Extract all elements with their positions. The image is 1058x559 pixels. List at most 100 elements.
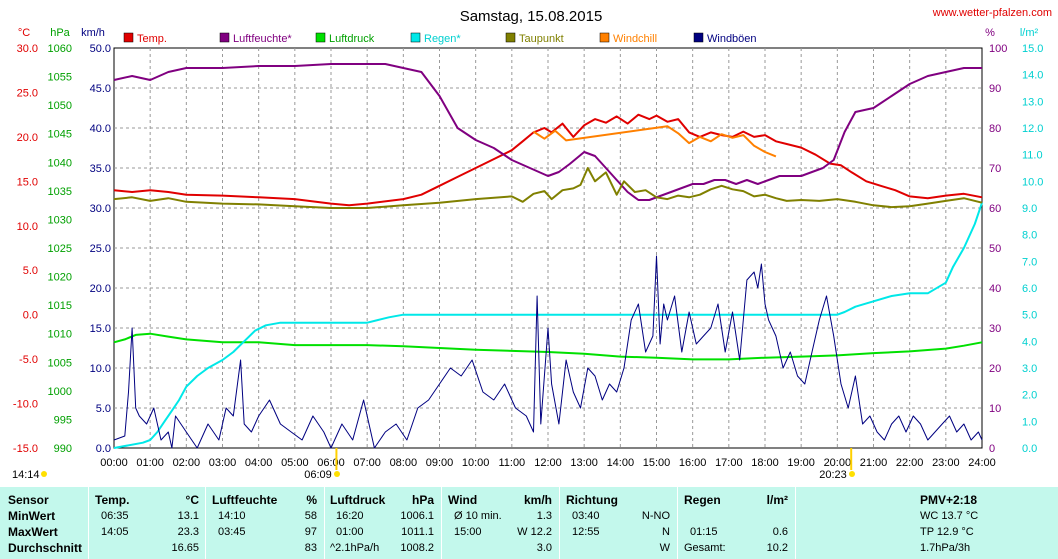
pmv-dewpoint: TP 12.9 °C [920, 526, 974, 538]
sunset-label: 20:23 [819, 469, 847, 481]
grid [113, 47, 983, 449]
temp-tick-label: 10.0 [17, 221, 38, 233]
time-tick-label: 03:00 [209, 457, 237, 469]
series-regen [113, 202, 983, 449]
row-label-avg: Durchschnitt [8, 541, 83, 555]
time-tick-label: 11:00 [498, 457, 525, 469]
rain-tick-label: 4.0 [1022, 336, 1037, 348]
time-tick-label: 02:00 [173, 457, 201, 469]
legend-swatch [123, 32, 134, 43]
time-tick-label: 19:00 [787, 457, 815, 469]
wind-tick-label: 35.0 [90, 163, 111, 175]
legend-swatch [315, 32, 326, 43]
rain-tick-label: 1.0 [1022, 416, 1037, 428]
axis-labels: 30.0 25.0 20.0 15.0 10.0 5.0 0.0 -5.0 -10.0 -15.0… [13, 43, 1043, 470]
legend: Temp. Luftfeuchte* Luftdruck Regen* Taupunkt… [123, 32, 757, 45]
rain-tick-label: 7.0 [1022, 256, 1037, 268]
direction-max-value: N [662, 526, 670, 538]
rain-header: Regen [684, 493, 721, 507]
sunrise-sun-icon [334, 471, 340, 477]
temp-tick-label: 20.0 [17, 132, 38, 144]
direction-header: Richtung [566, 493, 618, 507]
wind-min-value: 1.3 [536, 510, 552, 522]
humidity-max-time: 03:45 [218, 526, 246, 538]
rain-tick-label: 0.0 [1022, 443, 1037, 455]
humidity-tick-label: 40 [989, 283, 1001, 295]
wind-tick-label: 20.0 [90, 283, 111, 295]
pressure-tick-label: 1045 [48, 129, 72, 141]
rain-max-time: 01:15 [690, 526, 718, 538]
temp-tick-label: 15.0 [17, 176, 38, 188]
series-luftfeuchte [113, 63, 982, 201]
sunset-sun-icon [849, 471, 855, 477]
legend-swatch [505, 32, 516, 43]
wind-max-value: W 12.2 [517, 526, 552, 538]
legend-label: Luftdruck [329, 33, 375, 45]
humidity-average: 83 [304, 542, 317, 554]
temp-header: Temp. [95, 493, 130, 507]
pmv-header: PMV+2:18 [920, 493, 978, 507]
time-tick-label: 12:00 [534, 457, 562, 469]
pressure-tick-label: 1005 [48, 357, 72, 369]
rain-max-value: 0.6 [772, 526, 788, 538]
legend-label: Temp. [137, 33, 167, 45]
wind-tick-label: 5.0 [96, 403, 111, 415]
humidity-min-time: 14:10 [218, 510, 246, 522]
pressure-min-time: 16:20 [336, 510, 364, 522]
time-tick-label: 13:00 [570, 457, 598, 469]
pressure-tick-label: 1015 [48, 300, 72, 312]
temp-max-time: 14:05 [101, 526, 129, 538]
time-tick-label: 17:00 [715, 457, 743, 469]
legend-label: Regen* [424, 33, 461, 45]
series-taupunkt [113, 167, 983, 209]
daylength-sun-icon [41, 471, 47, 477]
time-tick-label: 18:00 [751, 457, 779, 469]
pressure-tick-label: 1050 [48, 100, 72, 112]
temp-max-value: 23.3 [177, 526, 199, 538]
humidity-tick-label: 20 [989, 363, 1001, 375]
temp-tick-label: -5.0 [19, 354, 38, 366]
rain-tick-label: 9.0 [1022, 203, 1037, 215]
time-tick-label: 15:00 [643, 457, 671, 469]
time-tick-label: 09:00 [426, 457, 454, 469]
humidity-tick-label: 90 [989, 83, 1001, 95]
pressure-tick-label: 1025 [48, 243, 72, 255]
sensor-header: Sensor [8, 493, 49, 507]
direction-average: W [659, 542, 670, 554]
pressure-tick-label: 1040 [48, 157, 72, 169]
rain-total-value: 10.2 [766, 542, 788, 554]
wind-tick-label: 25.0 [90, 243, 111, 255]
table-separator [677, 487, 678, 559]
rain-tick-label: 10.0 [1022, 176, 1043, 188]
pressure-header: Luftdruck [330, 493, 386, 507]
table-separator [795, 487, 796, 559]
table-separator [88, 487, 89, 559]
temp-tick-label: 30.0 [17, 43, 38, 55]
wind-unit: km/h [523, 493, 552, 507]
legend-label: Windchill [613, 33, 657, 45]
pressure-tick-label: 1020 [48, 272, 72, 284]
rain-tick-label: 14.0 [1022, 70, 1043, 82]
time-tick-label: 23:00 [932, 457, 960, 469]
humidity-unit: % [306, 493, 317, 507]
rain-tick-label: 6.0 [1022, 283, 1037, 295]
pressure-tick-label: 1010 [48, 329, 72, 341]
direction-min-time: 03:40 [572, 510, 600, 522]
humidity-tick-label: 10 [989, 403, 1001, 415]
rain-tick-label: 2.0 [1022, 390, 1037, 402]
direction-min-value: N-NO [641, 510, 670, 522]
time-tick-label: 06:00 [317, 457, 345, 469]
humidity-tick-label: 60 [989, 203, 1001, 215]
rain-tick-label: 3.0 [1022, 363, 1037, 375]
series-luftdruck [113, 332, 983, 361]
time-tick-label: 22:00 [896, 457, 924, 469]
unit-pressure: hPa [50, 27, 70, 39]
rain-tick-label: 5.0 [1022, 310, 1037, 322]
direction-max-time: 12:55 [572, 526, 600, 538]
pressure-max-time: 01:00 [336, 526, 364, 538]
legend-swatch [410, 32, 421, 43]
humidity-tick-label: 30 [989, 323, 1001, 335]
wind-tick-label: 45.0 [90, 83, 111, 95]
pressure-tick-label: 990 [54, 443, 72, 455]
wind-tick-label: 30.0 [90, 203, 111, 215]
